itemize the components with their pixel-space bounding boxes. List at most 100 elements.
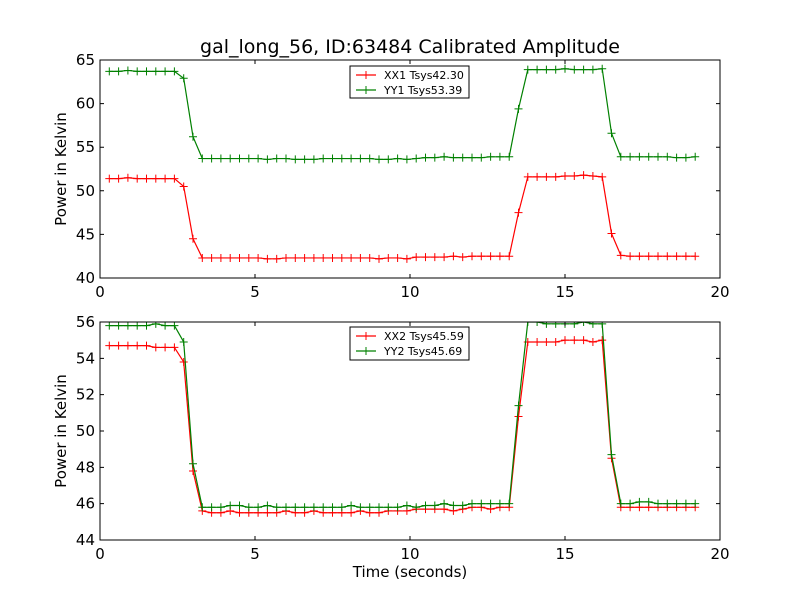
data-point xyxy=(161,174,170,183)
data-point xyxy=(328,253,337,262)
legend-label: YY1 Tsys53.39 xyxy=(383,84,462,97)
data-point xyxy=(691,152,700,161)
y-tick-label: 44 xyxy=(76,531,95,549)
data-point xyxy=(402,155,411,164)
series-line xyxy=(109,68,696,161)
data-point xyxy=(123,341,132,350)
data-point xyxy=(226,501,235,510)
data-point xyxy=(309,155,318,164)
data-point xyxy=(347,508,356,517)
data-point xyxy=(161,67,170,76)
data-point xyxy=(189,234,197,243)
data-point xyxy=(198,503,207,512)
y-tick-label: 50 xyxy=(76,182,95,200)
data-point xyxy=(375,503,383,512)
data-point xyxy=(114,322,123,330)
data-point xyxy=(123,66,132,75)
data-point xyxy=(142,174,151,183)
data-point xyxy=(114,341,123,350)
series-1 xyxy=(105,171,700,263)
data-point xyxy=(300,253,309,262)
data-point xyxy=(663,152,672,161)
chart-title: gal_long_56, ID:63484 Calibrated Amplitu… xyxy=(200,36,620,58)
data-point xyxy=(514,412,523,421)
data-point xyxy=(207,503,216,512)
data-point xyxy=(356,154,365,163)
data-point xyxy=(179,74,188,83)
data-point xyxy=(486,252,495,261)
data-point xyxy=(235,501,244,510)
data-point xyxy=(561,171,569,180)
data-point xyxy=(356,503,365,512)
data-point xyxy=(542,65,551,74)
y-tick-label: 46 xyxy=(76,495,95,513)
data-point xyxy=(105,341,114,350)
data-point xyxy=(440,499,449,508)
legend-box xyxy=(349,65,470,99)
data-point xyxy=(263,501,272,510)
data-point xyxy=(133,174,142,183)
data-point xyxy=(505,252,514,261)
x-axis-label: Time (seconds) xyxy=(352,563,468,581)
data-point xyxy=(105,174,114,183)
data-point xyxy=(561,64,569,73)
data-point xyxy=(282,154,290,163)
legend: XX1 Tsys42.30 YY1 Tsys53.39 xyxy=(349,65,470,99)
data-point xyxy=(616,499,625,508)
data-point xyxy=(477,153,486,162)
data-point xyxy=(263,155,272,164)
data-point xyxy=(170,67,179,76)
data-point xyxy=(123,322,132,330)
data-point xyxy=(505,499,514,508)
data-point xyxy=(412,253,421,262)
data-point xyxy=(430,153,439,162)
data-point xyxy=(365,253,374,262)
data-point xyxy=(514,208,523,217)
data-point xyxy=(105,322,114,330)
legend-label: YY2 Tsys45.69 xyxy=(383,345,462,358)
data-point xyxy=(365,154,374,163)
data-point xyxy=(440,152,449,161)
data-point xyxy=(365,503,374,512)
data-point xyxy=(486,152,495,161)
x-tick-label: 20 xyxy=(710,545,729,563)
y-tick-label: 56 xyxy=(76,313,95,331)
data-point xyxy=(161,322,170,330)
data-point xyxy=(458,253,467,262)
data-point xyxy=(542,322,551,328)
data-point xyxy=(151,174,160,183)
data-point xyxy=(179,357,188,366)
legend-marker xyxy=(362,347,370,355)
data-point xyxy=(347,154,356,163)
data-point xyxy=(226,154,235,163)
data-point xyxy=(393,154,402,163)
data-point xyxy=(440,253,449,262)
data-point xyxy=(663,252,672,261)
x-tick-label: 0 xyxy=(95,283,105,301)
data-point xyxy=(309,503,318,512)
data-point xyxy=(123,173,132,182)
data-point xyxy=(607,229,616,238)
data-point xyxy=(579,322,588,326)
x-tick-label: 15 xyxy=(555,545,574,563)
data-point xyxy=(616,152,625,161)
data-point xyxy=(468,252,476,261)
data-point xyxy=(691,252,700,261)
data-point xyxy=(319,253,328,262)
legend-label: XX1 Tsys42.30 xyxy=(384,69,464,82)
data-point xyxy=(393,503,402,512)
data-point xyxy=(244,503,253,512)
data-point xyxy=(486,499,495,508)
data-point xyxy=(570,65,579,74)
data-point xyxy=(626,152,635,161)
data-point xyxy=(598,172,607,181)
data-point xyxy=(551,65,560,74)
data-point xyxy=(495,499,504,508)
data-point xyxy=(477,252,486,261)
data-point xyxy=(337,253,346,262)
series-1 xyxy=(105,336,700,517)
data-point xyxy=(216,503,225,512)
data-point xyxy=(402,254,411,263)
x-tick-label: 5 xyxy=(250,545,260,563)
